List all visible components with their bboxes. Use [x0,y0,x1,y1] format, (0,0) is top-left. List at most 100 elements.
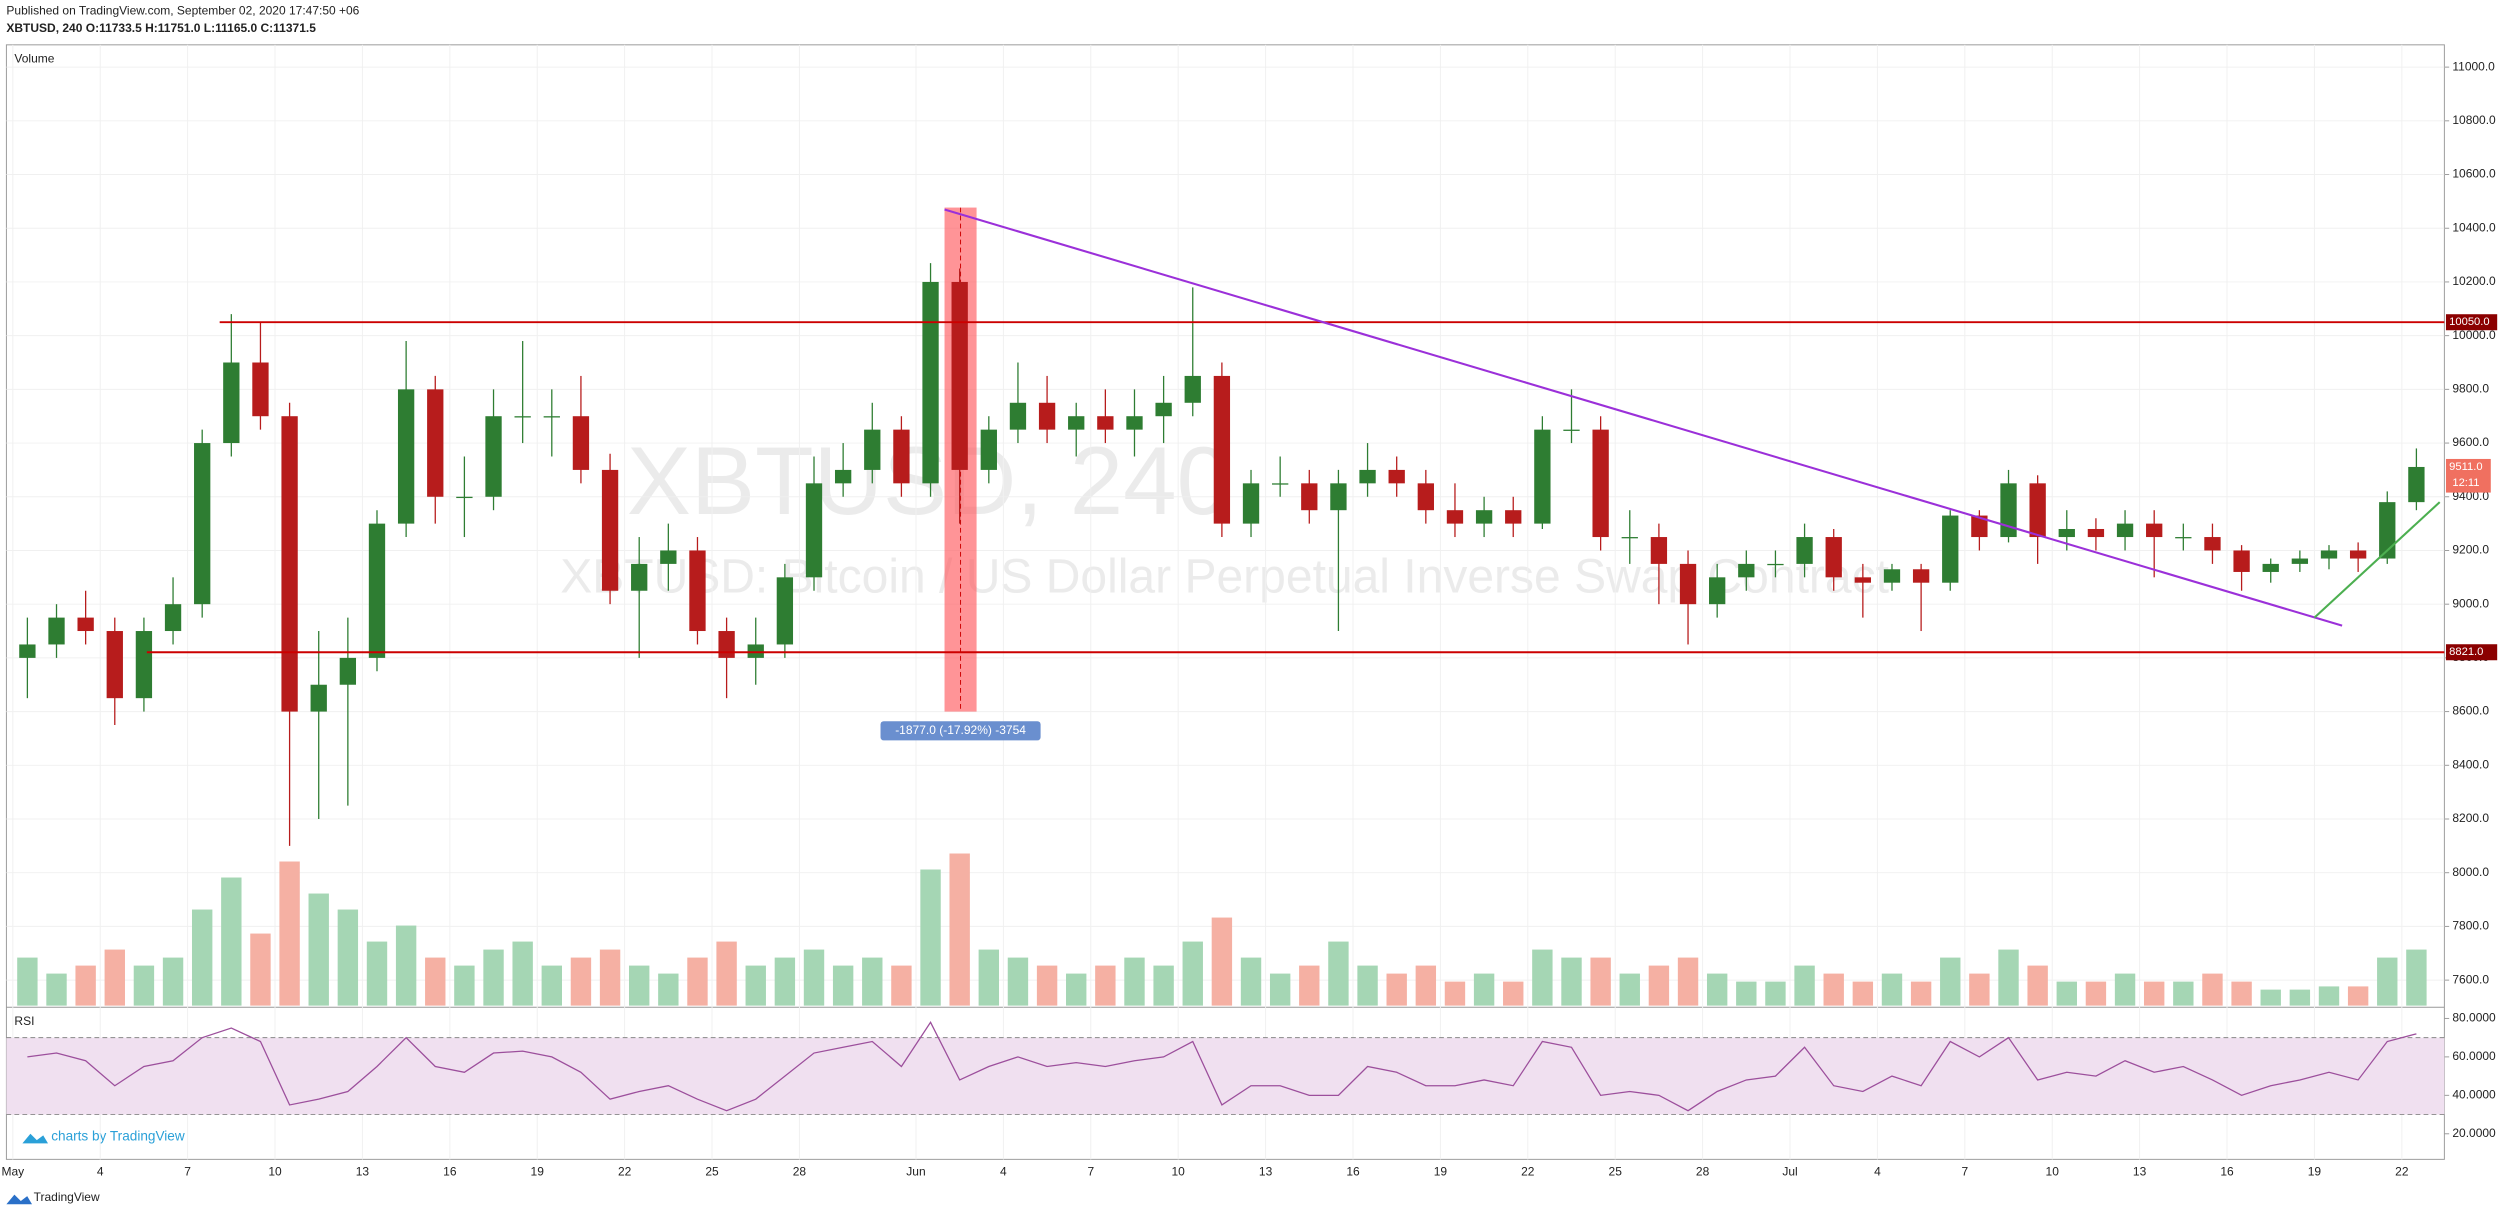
x-tick-label: 10 [2046,1164,2060,1178]
candle-body [689,550,706,632]
candle-body [1417,483,1434,511]
candle-body [368,523,386,658]
volume-bar [366,941,388,1006]
candle-body [1505,510,1522,524]
rsi-tick-label: 80.0000 [2452,1011,2496,1025]
rsi-label: RSI [14,1014,34,1028]
candle-body [2233,550,2250,572]
candle-body [1709,577,1726,605]
rsi-band [6,1037,2445,1115]
x-tick-label: 19 [2308,1164,2322,1178]
volume-bar [75,965,96,1006]
candle-body [164,604,182,632]
y-tick-label: 8000.0 [2452,865,2489,879]
y-tick-label: 9600.0 [2452,435,2489,449]
candle-body [514,416,531,418]
candle-body [1912,569,1930,583]
last-price-label: 9511.0 [2449,461,2482,473]
volume-bar [1328,941,1349,1006]
candle-body [747,644,764,658]
volume-bar [17,957,38,1006]
level-label: 10050.0 [2449,316,2489,328]
x-tick-label: 19 [1434,1164,1448,1178]
candle-body [106,631,123,699]
x-tick-label: 22 [2395,1164,2409,1178]
volume-bar [1881,973,1903,1006]
volume-bar [2231,981,2252,1006]
volume-bar [2260,989,2281,1006]
volume-bar [1969,973,1990,1006]
volume-bar [1240,957,1262,1006]
last-price-bg [2445,458,2491,493]
candle-body [601,469,619,591]
candle-body [660,550,677,564]
level-label-bg [2445,314,2498,331]
candle-body [397,389,415,524]
x-tick-label: 16 [443,1164,457,1178]
trend-line [944,208,2343,627]
candle-body [776,577,794,645]
volume-bar [1444,981,1466,1006]
candle-body [1038,402,1056,430]
level-label-bg [2445,644,2498,661]
candle-body [951,281,968,470]
volume-bar [2202,973,2223,1006]
volume-bar [1561,957,1582,1006]
candle-body [1009,402,1027,430]
y-tick-label: 10600.0 [2452,167,2496,181]
volume-bar [250,933,271,1006]
volume-bar [1007,957,1029,1006]
volume-bar [1910,981,1932,1006]
volume-bar [1998,949,2019,1006]
candle-body [1301,483,1318,511]
volume-bar [716,941,737,1006]
y-tick-label: 7600.0 [2452,972,2489,986]
x-tick-label: 4 [1000,1164,1007,1178]
volume-bar [191,909,213,1006]
volume-bar [337,909,359,1006]
volume-bar [1590,957,1611,1006]
candle-body [485,416,502,497]
volume-bar [46,973,67,1006]
candle-body [1592,429,1609,538]
candle-body [77,617,94,632]
candle-body [980,429,997,470]
branding: charts by TradingView TradingView [6,1129,185,1205]
volume-bar [541,965,562,1006]
volume-bar [2347,986,2369,1006]
volume-bar [599,949,621,1006]
candle-body [2204,537,2221,551]
x-tick-label: 10 [1172,1164,1186,1178]
x-tick-label: 25 [1609,1164,1623,1178]
volume-bar [1619,973,1640,1006]
volume-bar [1794,965,1815,1006]
x-tick-label: 10 [268,1164,282,1178]
candle-body [1126,416,1143,430]
rsi-line [27,1021,2417,1112]
x-tick-label: 22 [618,1164,632,1178]
candle-body [1621,537,1638,539]
candle-body [1796,537,1813,564]
published-line: Published on TradingView.com, September … [6,3,359,17]
candle-body [572,416,590,470]
rsi-tick-label: 20.0000 [2452,1126,2496,1140]
candle-body [864,429,881,470]
y-tick-label: 10400.0 [2452,220,2496,234]
measure-label-bg [880,721,1041,741]
volume-bar [1473,973,1495,1006]
y-tick-label: 10000.0 [2452,328,2496,342]
volume-bar [2406,949,2427,1006]
volume-bar [978,949,1000,1006]
volume-bar [920,869,941,1006]
candle-body [1825,537,1842,578]
volume-bar [1677,957,1699,1006]
x-tick-label: 16 [1346,1164,1360,1178]
x-tick-label: 4 [97,1164,104,1178]
x-tick-label: 7 [184,1164,191,1178]
candle-body [834,469,852,484]
candle-body [1184,375,1201,403]
x-tick-label: 13 [2133,1164,2147,1178]
candle-body [1534,429,1551,524]
x-tick-label: 19 [531,1164,545,1178]
volume-bar [279,861,300,1006]
